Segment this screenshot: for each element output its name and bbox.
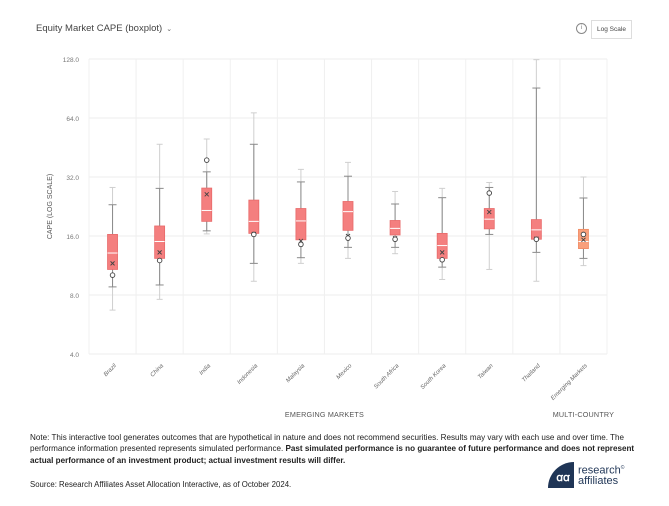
current-marker [156,257,163,264]
current-marker [486,190,493,196]
mean-marker [204,192,210,197]
y-tick-label: 8.0 [70,293,79,300]
x-tick-label: Malaysia [285,363,306,384]
x-tick-label: South Africa [373,363,401,391]
current-marker [439,257,445,263]
box-emerging-markets [578,228,589,249]
box-brazil [107,234,118,270]
x-tick-label: Mexico [336,363,354,381]
y-axis-label: CAPE (LOG SCALE) [47,174,54,239]
research-affiliates-logo: ꭤꭤ research© affiliates [548,462,624,488]
note-bold-text: Past simulated performance is no guarant… [30,444,635,465]
current-marker [298,241,304,248]
current-marker [533,236,540,243]
x-tick-label: South Korea [420,363,448,391]
chevron-down-icon: ⌄ [166,25,173,33]
x-tick-label: Emerging Markets [550,363,589,402]
y-tick-label: 32.0 [66,175,79,182]
x-tick-label: China [150,363,166,379]
info-icon[interactable]: i [576,23,587,34]
logo-mark-icon: ꭤꭤ [548,462,574,488]
group-label: MULTI-COUNTRY [553,410,614,419]
current-marker [251,231,257,238]
x-tick-label: Brazil [103,363,118,378]
box-india [201,187,213,222]
chart-title-dropdown[interactable]: Equity Market CAPE (boxplot) ⌄ [36,23,172,34]
x-tick-label: Indonesia [237,363,260,386]
current-marker [203,157,210,163]
chart-title: Equity Market CAPE (boxplot) [36,23,163,34]
y-tick-label: 128.0 [63,57,80,64]
mean-marker [439,250,445,255]
group-label: EMERGING MARKETS [285,410,364,419]
y-tick-label: 4.0 [70,352,79,359]
box-china [154,225,166,259]
boxplot-chart: 4.0 8.0 16.0 32.0 64.0 128.0 CAPE (LOG SCALE) B… [47,57,614,419]
box-mexico [342,201,354,231]
logo-line-2: affiliates [578,475,619,488]
current-marker [109,272,116,278]
x-tick-label: India [199,363,213,377]
mean-marker [157,250,162,255]
mean-marker [486,209,492,215]
box-indonesia [248,199,260,234]
current-marker [580,231,587,238]
box-south-africa [389,220,401,236]
current-marker [392,236,398,243]
x-tick-label: Thailand [521,363,542,384]
mean-marker [110,261,115,266]
log-scale-button[interactable]: Log Scale [591,20,632,39]
x-tick-label: Taiwan [477,363,495,381]
note-text: Note: This interactive tool generates ou… [30,433,625,454]
box-malaysia [295,208,307,241]
y-tick-label: 16.0 [66,234,79,241]
disclaimer-note: Note: This interactive tool generates ou… [30,432,640,466]
source-text: Source: Research Affiliates Asset Alloca… [30,480,292,489]
logo-line-1: research© [578,464,625,477]
current-marker [345,235,351,241]
mean-marker [581,237,586,243]
y-tick-label: 64.0 [66,116,79,123]
